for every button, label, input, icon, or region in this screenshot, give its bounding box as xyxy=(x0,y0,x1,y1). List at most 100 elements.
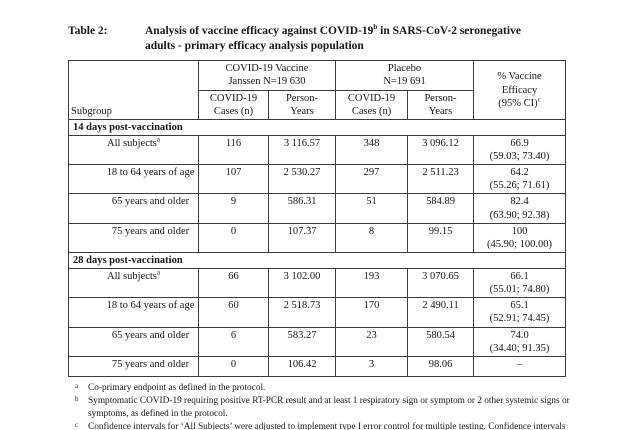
vaccine-group-n: Janssen N=19 630 xyxy=(228,76,306,88)
placebo-person-years-cell: 2 490.11 xyxy=(407,297,475,328)
vaccine-cases-cell: 9 xyxy=(198,193,269,224)
placebo-cases-cell: 3 xyxy=(335,355,409,377)
subgroup-label: 75 years and older xyxy=(111,225,190,237)
confidence-interval: (55.26; 71.61) xyxy=(489,180,550,192)
vaccine-person-years-cell: 2 518.73 xyxy=(267,297,337,328)
placebo-cases-cell: 23 xyxy=(335,326,409,357)
placebo-cases-header: COVID-19 Cases (n) xyxy=(335,89,409,120)
table-row: 18 to 64 years of age 107 2 530.27 297 2… xyxy=(68,164,567,195)
footnote-c: c Confidence intervals for ‘All Subjects… xyxy=(68,421,578,430)
placebo-group-n: N=19 691 xyxy=(383,76,426,88)
table-row: 65 years and older 9 586.31 51 584.89 82… xyxy=(68,193,567,224)
footnote-text: Symptomatic COVID-19 requiring positive … xyxy=(88,396,570,419)
efficacy-value: 100 xyxy=(511,225,528,237)
efficacy-header-line3: (95% CI) xyxy=(498,97,538,109)
efficacy-header-line2: Efficacy xyxy=(501,84,538,96)
subgroup-cell: 75 years and older xyxy=(68,222,199,253)
efficacy-value: 65.1 xyxy=(510,300,529,312)
placebo-person-years-cell: 3 096.12 xyxy=(407,134,475,166)
vaccine-cases-cell: 6 xyxy=(198,326,269,357)
footnote-marker: b xyxy=(75,395,79,404)
vaccine-cases-cell: 107 xyxy=(198,164,269,195)
vaccine-person-years-cell: 2 530.27 xyxy=(267,164,337,195)
section-row-28-days: 28 days post-vaccination xyxy=(67,251,567,270)
footnote-text: Co-primary endpoint as defined in the pr… xyxy=(88,382,266,393)
footnote-marker: c xyxy=(75,421,79,430)
confidence-interval: (63.90; 92.38) xyxy=(489,209,550,221)
title-superscript-b: b xyxy=(373,23,378,32)
subgroup-cell: 65 years and older xyxy=(68,326,199,357)
placebo-person-years-header: Person- Years xyxy=(407,89,475,120)
subgroup-cell: 75 years and older xyxy=(68,355,199,377)
efficacy-value: 74.0 xyxy=(510,329,529,341)
table-row: 18 to 64 years of age 60 2 518.73 170 2 … xyxy=(68,297,567,328)
cases-header-line1: COVID-19 xyxy=(209,92,258,104)
efficacy-cell: 82.4 (63.90; 92.38) xyxy=(473,193,567,224)
placebo-group-header: Placebo N=19 691 xyxy=(335,60,475,91)
table-row: All subjectsa 66 3 102.00 193 3 070.65 6… xyxy=(68,268,567,299)
vaccine-cases-cell: 116 xyxy=(198,134,269,166)
subgroup-label: 18 to 64 years of age xyxy=(106,300,195,312)
vaccine-person-years-cell: 106.42 xyxy=(267,355,337,377)
confidence-interval: (52.91; 74.45) xyxy=(489,313,550,325)
confidence-interval: (45.90; 100.00) xyxy=(487,238,553,250)
subgroup-cell: 18 to 64 years of age xyxy=(68,164,199,195)
subgroup-label: 65 years and older xyxy=(111,196,190,208)
vaccine-person-years-cell: 3 102.00 xyxy=(267,268,337,299)
vaccine-group-name: COVID-19 Vaccine xyxy=(225,63,309,75)
footnote-b: b Symptomatic COVID-19 requiring positiv… xyxy=(68,395,578,420)
confidence-interval: (34.40; 91.35) xyxy=(489,342,550,354)
placebo-person-years-cell: 584.89 xyxy=(407,193,475,224)
py-header-line1: Person- xyxy=(285,92,319,104)
section-label: 14 days post-vaccination xyxy=(67,118,567,136)
vaccine-cases-cell: 66 xyxy=(198,268,269,299)
subgroup-label: All subjects xyxy=(107,271,157,283)
placebo-cases-cell: 193 xyxy=(335,268,409,299)
efficacy-header-line1: % Vaccine xyxy=(497,71,542,83)
table-row: 75 years and older 0 107.37 8 99.15 100(… xyxy=(68,222,567,253)
efficacy-value: 64.2 xyxy=(510,167,529,179)
table-number-label: Table 2: xyxy=(68,25,108,37)
vaccine-person-years-cell: 583.27 xyxy=(267,326,337,357)
efficacy-value: 82.4 xyxy=(510,196,529,208)
header-row-measures: COVID-19 Cases (n) Person- Years COVID-1… xyxy=(69,89,566,120)
subgroup-label: All subjects xyxy=(107,137,157,149)
table-row: 65 years and older 6 583.27 23 580.54 74… xyxy=(68,326,567,357)
section-row-14-days: 14 days post-vaccination xyxy=(67,118,567,136)
subgroup-label: 65 years and older xyxy=(111,329,190,341)
placebo-person-years-cell: 98.06 xyxy=(407,355,475,377)
subgroup-label: 75 years and older xyxy=(111,358,190,370)
table-row: 75 years and older 0 106.42 3 98.06 – xyxy=(68,355,567,377)
vaccine-person-years-cell: 586.31 xyxy=(267,193,337,224)
vaccine-person-years-cell: 107.37 xyxy=(267,222,337,253)
vaccine-cases-cell: 60 xyxy=(198,297,269,328)
efficacy-cell: 74.0 (34.40; 91.35) xyxy=(473,326,567,357)
efficacy-cell: 66.1 (55.01; 74.80) xyxy=(473,268,567,299)
efficacy-value: – xyxy=(516,358,523,370)
cases-header-line2: Cases (n) xyxy=(351,105,392,117)
placebo-person-years-cell: 2 511.23 xyxy=(407,164,475,195)
vaccine-cases-cell: 0 xyxy=(198,222,269,253)
footnote-a: a Co-primary endpoint as defined in the … xyxy=(68,382,578,395)
table-row: All subjectsa 116 3 116.57 348 3 096.12 … xyxy=(68,134,567,166)
cases-header-line2: Cases (n) xyxy=(213,105,254,117)
header-row-groups: Subgroup COVID-19 Vaccine Janssen N=19 6… xyxy=(68,60,567,120)
subgroup-label: 18 to 64 years of age xyxy=(106,167,195,179)
vaccine-cases-header: COVID-19 Cases (n) xyxy=(198,89,269,120)
efficacy-value: 66.1 xyxy=(510,271,529,283)
placebo-group-name: Placebo xyxy=(387,63,422,75)
py-header-line2: Years xyxy=(290,105,314,117)
vaccine-person-years-header: Person- Years xyxy=(267,89,337,120)
table-title-line1: Analysis of vaccine efficacy against COV… xyxy=(145,25,374,37)
placebo-cases-cell: 297 xyxy=(335,164,409,195)
py-header-line2: Years xyxy=(428,105,453,117)
subgroup-superscript: a xyxy=(156,268,160,277)
confidence-interval: (59.03; 73.40) xyxy=(489,151,550,163)
placebo-cases-cell: 348 xyxy=(335,134,409,166)
cases-header-line1: COVID-19 xyxy=(347,92,396,104)
footnotes: a Co-primary endpoint as defined in the … xyxy=(68,382,578,430)
placebo-cases-cell: 51 xyxy=(335,193,409,224)
efficacy-cell: 65.1 (52.91; 74.45) xyxy=(473,297,567,328)
